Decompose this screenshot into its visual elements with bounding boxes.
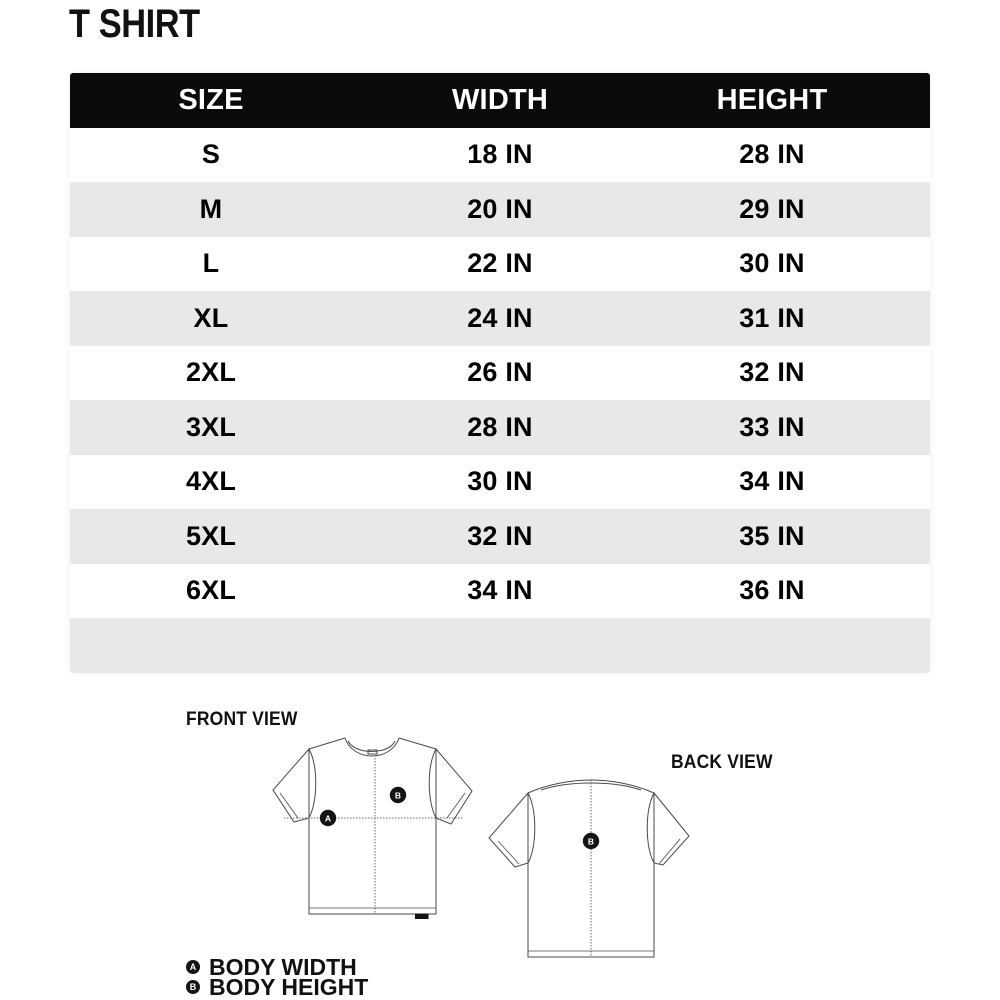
svg-text:A: A <box>325 814 331 824</box>
svg-text:B: B <box>588 837 594 847</box>
svg-text:B: B <box>395 791 401 801</box>
